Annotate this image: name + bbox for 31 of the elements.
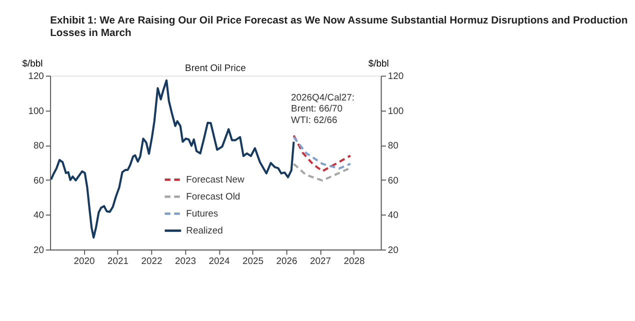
- y-tick-label: 40: [33, 210, 44, 222]
- legend-label: Forecast Old: [186, 191, 240, 202]
- y2-tick-label: 120: [388, 70, 404, 82]
- y2-tick-label: 40: [388, 210, 398, 222]
- legend-label: Realized: [186, 225, 223, 236]
- chart-title: Exhibit 1: We Are Raising Our Oil Price Forecast as We Now Assume Substantial Hormuz Disruptions and Production Losses in March: [50, 16, 628, 39]
- y-tick-label: 120: [28, 70, 44, 82]
- x-tick-label: 2027: [310, 256, 332, 268]
- y-tick-label: 60: [33, 175, 44, 186]
- x-tick-label: 2020: [74, 256, 95, 268]
- x-tick-label: 2028: [344, 256, 365, 268]
- x-tick-label: 2021: [108, 256, 129, 268]
- x-tick-label: 2022: [141, 256, 162, 268]
- y2-axis-title: $/bbl: [368, 58, 389, 70]
- legend-label: Forecast New: [186, 174, 245, 186]
- x-tick-label: 2025: [242, 256, 264, 268]
- y2-tick-label: 20: [388, 244, 398, 256]
- y-tick-label: 20: [33, 244, 44, 256]
- x-tick-label: 2024: [208, 256, 230, 268]
- legend-label: Futures: [186, 208, 218, 220]
- y-tick-label: 100: [28, 106, 44, 117]
- annotation: 2026Q4/Cal27: Brent: 66/70 WTI: 62/66: [291, 92, 355, 126]
- x-tick-label: 2026: [276, 256, 298, 268]
- x-tick-label: 2023: [175, 256, 196, 268]
- line-series: [292, 162, 352, 182]
- y-axis-title: $/bbl: [22, 58, 43, 70]
- y-tick-label: 80: [33, 140, 44, 152]
- chart-subtitle: Brent Oil Price: [185, 62, 246, 74]
- y2-tick-label: 80: [388, 140, 398, 152]
- y2-tick-label: 60: [388, 175, 398, 186]
- y2-tick-label: 100: [388, 106, 404, 117]
